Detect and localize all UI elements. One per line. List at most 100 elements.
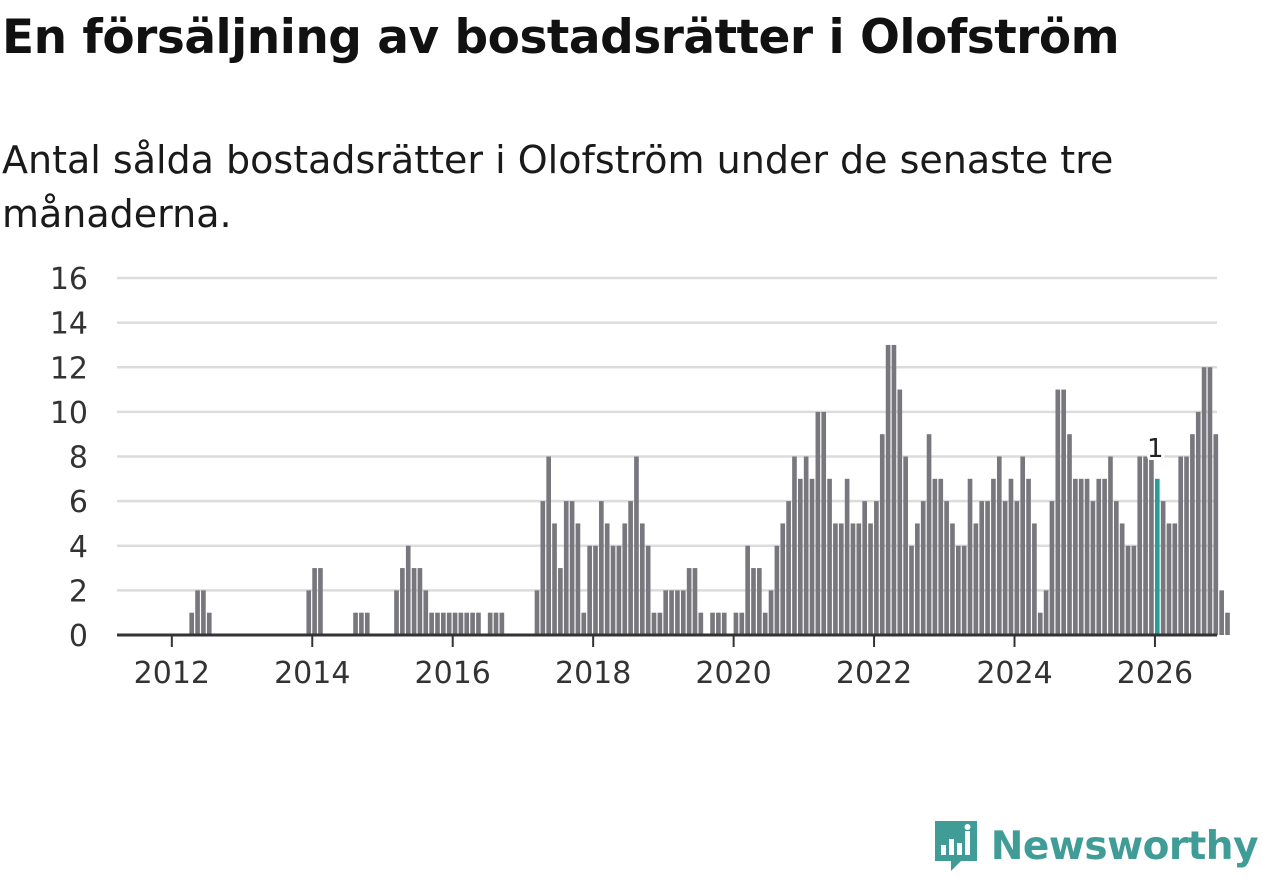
chart-subtitle: Antal sålda bostadsrätter i Olofström un… — [2, 138, 1114, 236]
bar — [932, 478, 938, 635]
bar — [692, 568, 698, 635]
bar — [710, 612, 715, 635]
x-tick-label: 2016 — [415, 656, 491, 691]
bar — [762, 612, 768, 635]
bar — [1149, 456, 1154, 635]
bar — [464, 612, 470, 635]
bar — [1131, 545, 1137, 635]
bar — [926, 434, 932, 635]
x-tick-label: 2020 — [695, 656, 771, 691]
bar — [1090, 501, 1096, 636]
bar — [359, 612, 364, 635]
bar — [417, 568, 423, 635]
bar — [1014, 501, 1020, 636]
bar — [809, 478, 815, 635]
bar — [458, 612, 464, 635]
bar — [446, 612, 452, 635]
bar — [973, 523, 979, 635]
bar — [306, 590, 312, 636]
bar — [587, 545, 592, 635]
bar — [1119, 523, 1125, 635]
bar — [201, 590, 206, 636]
brand-logo: Newsworthy — [931, 817, 1259, 875]
bar — [1043, 590, 1049, 636]
bar — [774, 545, 780, 635]
y-tick-label: 12 — [50, 351, 88, 386]
bar — [768, 590, 774, 636]
bar — [534, 590, 540, 636]
bar — [909, 545, 914, 635]
bar — [1108, 456, 1113, 635]
bar — [1195, 411, 1201, 636]
bar — [423, 590, 429, 636]
bar — [639, 523, 645, 635]
bar — [195, 590, 200, 636]
bar — [476, 612, 481, 635]
bar — [1219, 590, 1224, 636]
bar — [716, 612, 721, 635]
bar — [599, 501, 604, 636]
bar — [967, 478, 973, 635]
bar — [874, 501, 879, 636]
chart-title: En försäljning av bostadsrätter i Olofst… — [2, 10, 1120, 65]
bar — [593, 545, 598, 635]
bar — [1008, 478, 1014, 635]
bar — [915, 523, 920, 635]
bar — [944, 501, 949, 636]
bar — [879, 434, 885, 635]
bar — [663, 590, 669, 636]
bar — [680, 590, 686, 636]
bar — [312, 568, 317, 635]
bar — [1061, 389, 1066, 635]
bar — [686, 568, 692, 635]
bar — [189, 612, 195, 635]
bar — [850, 523, 856, 635]
bar — [780, 523, 786, 635]
newsworthy-logo-icon — [934, 821, 977, 871]
bar — [979, 501, 985, 636]
y-tick-label: 14 — [50, 307, 88, 342]
bar — [885, 344, 891, 635]
bar — [546, 456, 551, 635]
bar — [610, 545, 616, 635]
bar — [698, 612, 704, 635]
bar — [856, 523, 862, 635]
y-axis-labels: 0 2 4 6 8 10 12 14 16 — [50, 262, 88, 654]
bar — [1032, 523, 1037, 635]
y-tick-label: 4 — [69, 530, 88, 565]
y-tick-label: 10 — [50, 396, 88, 431]
bar — [803, 456, 809, 635]
highlight-value-label: 1 — [1147, 434, 1164, 464]
bar — [470, 612, 475, 635]
bar — [950, 523, 955, 635]
bar — [628, 501, 633, 636]
brand-name: Newsworthy — [990, 823, 1259, 869]
bar — [1055, 389, 1061, 635]
bar — [552, 523, 557, 635]
bar — [1084, 478, 1090, 635]
bar — [1037, 612, 1043, 635]
bar — [353, 612, 358, 635]
bar — [955, 545, 961, 635]
bar — [821, 411, 827, 636]
bar — [540, 501, 546, 636]
bar — [996, 456, 1002, 635]
bar — [499, 612, 505, 635]
bar — [1166, 523, 1172, 635]
bar — [1020, 456, 1026, 635]
bar — [862, 501, 868, 636]
x-tick-label: 2022 — [836, 656, 912, 691]
bar — [616, 545, 622, 635]
x-tick-label: 2012 — [134, 656, 210, 691]
bar — [675, 590, 680, 636]
bar — [1067, 434, 1072, 635]
bar — [938, 478, 944, 635]
bar — [1213, 434, 1219, 635]
bar — [645, 545, 651, 635]
bar — [1002, 501, 1008, 636]
bar — [1078, 478, 1084, 635]
bar — [1102, 478, 1107, 635]
bar — [622, 523, 628, 635]
bar — [452, 612, 458, 635]
